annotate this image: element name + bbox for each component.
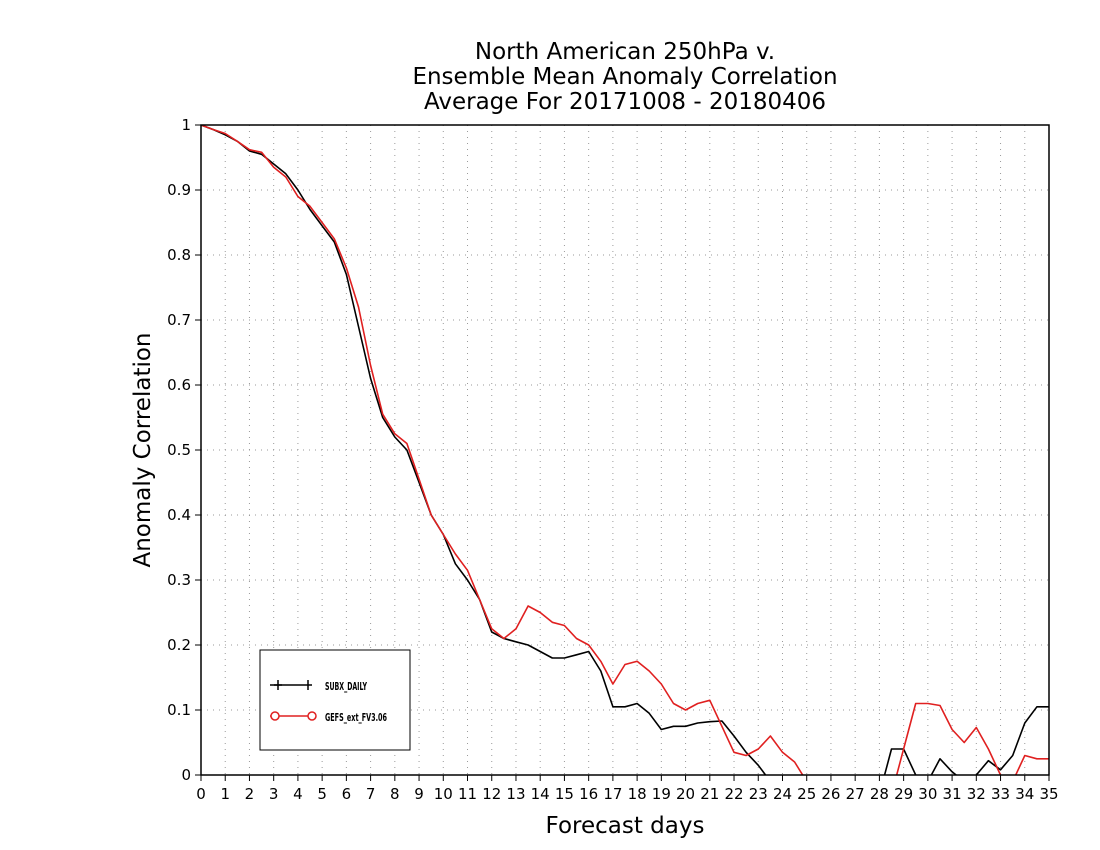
x-tick-label: 11 xyxy=(458,785,477,803)
x-tick-label: 18 xyxy=(628,785,647,803)
x-tick-label: 25 xyxy=(797,785,816,803)
y-tick-label: 1 xyxy=(181,116,191,134)
x-tick-label: 5 xyxy=(317,785,327,803)
x-tick-label: 23 xyxy=(749,785,768,803)
grid-lines xyxy=(201,125,1049,775)
legend-box xyxy=(259,649,411,751)
x-tick-label: 20 xyxy=(676,785,695,803)
x-tick-label: 7 xyxy=(366,785,376,803)
x-tick-label: 12 xyxy=(482,785,501,803)
x-tick-label: 14 xyxy=(531,785,550,803)
x-tick-label: 32 xyxy=(967,785,986,803)
y-tick-label: 0.1 xyxy=(167,701,191,719)
chart-title-line-3: Average For 20171008 - 20180406 xyxy=(424,89,826,115)
x-tick-label: 30 xyxy=(918,785,937,803)
x-tick-label: 9 xyxy=(414,785,424,803)
x-axis-label: Forecast days xyxy=(546,813,705,839)
y-tick-label: 0 xyxy=(181,766,191,784)
y-tick-label: 0.4 xyxy=(167,506,191,524)
x-tick-label: 19 xyxy=(652,785,671,803)
axis-ticks: 0 1 2 3 4 5 6 7 8 9 10 11 12 13 14 15 16 17 18 19 20 21 22 23 24… xyxy=(167,116,1058,803)
legend-marker-circle-icon-2 xyxy=(307,711,317,721)
x-tick-label: 33 xyxy=(991,785,1010,803)
y-axis-label: Anomaly Correlation xyxy=(130,332,156,567)
legend-marker-circle-icon-1 xyxy=(270,711,280,721)
y-tick-label: 0.7 xyxy=(167,311,191,329)
x-tick-label: 0 xyxy=(196,785,206,803)
x-tick-label: 21 xyxy=(700,785,719,803)
x-tick-label: 2 xyxy=(245,785,255,803)
x-tick-label: 17 xyxy=(603,785,622,803)
x-tick-label: 4 xyxy=(293,785,303,803)
y-tick-label: 0.6 xyxy=(167,376,191,394)
x-tick-label: 8 xyxy=(390,785,400,803)
legend-label-gefs: GEFS_ext_FV3.06 xyxy=(325,711,387,724)
x-tick-label: 28 xyxy=(870,785,889,803)
series-layer xyxy=(201,125,1049,775)
x-tick-label: 34 xyxy=(1015,785,1034,803)
series-line-subx-daily xyxy=(201,125,1049,775)
x-tick-label: 3 xyxy=(269,785,279,803)
x-tick-label: 35 xyxy=(1039,785,1058,803)
y-tick-label: 0.9 xyxy=(167,181,191,199)
legend: SUBX_DAILY GEFS_ext_FV3.06 xyxy=(259,649,411,751)
legend-label-subx: SUBX_DAILY xyxy=(325,680,368,693)
y-tick-label: 0.5 xyxy=(167,441,191,459)
x-tick-label: 31 xyxy=(943,785,962,803)
series-line-gefs-ext xyxy=(201,125,1049,775)
x-tick-label: 22 xyxy=(724,785,743,803)
x-tick-label: 15 xyxy=(555,785,574,803)
y-tick-label: 0.8 xyxy=(167,246,191,264)
chart-title-line-1: North American 250hPa v. xyxy=(475,39,775,65)
x-tick-label: 10 xyxy=(434,785,453,803)
chart-title-line-2: Ensemble Mean Anomaly Correlation xyxy=(412,64,837,90)
x-tick-label: 24 xyxy=(773,785,792,803)
x-tick-label: 26 xyxy=(821,785,840,803)
x-tick-label: 1 xyxy=(220,785,230,803)
x-tick-label: 16 xyxy=(579,785,598,803)
x-tick-label: 29 xyxy=(894,785,913,803)
x-tick-label: 27 xyxy=(846,785,865,803)
x-tick-label: 6 xyxy=(342,785,352,803)
y-tick-label: 0.2 xyxy=(167,636,191,654)
y-tick-label: 0.3 xyxy=(167,571,191,589)
x-tick-label: 13 xyxy=(506,785,525,803)
